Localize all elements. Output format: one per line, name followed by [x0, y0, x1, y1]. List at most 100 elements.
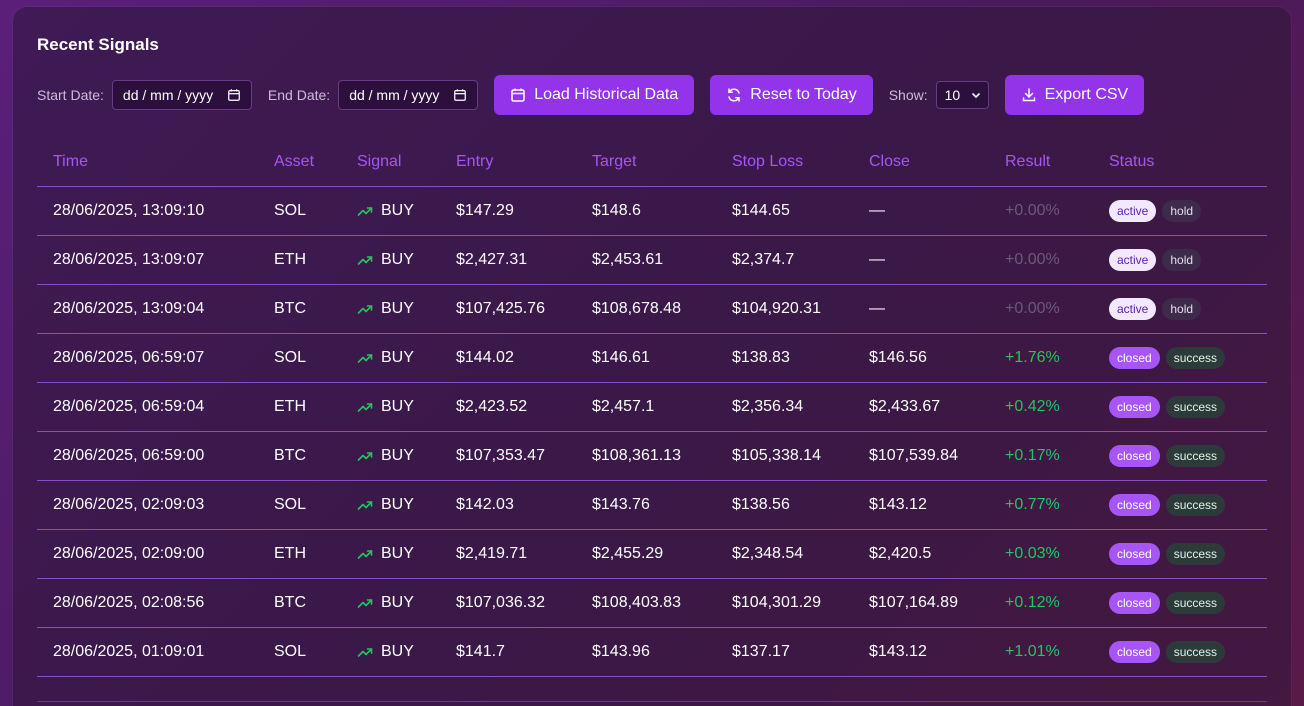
cell-result: +0.00% [989, 186, 1093, 236]
status-badge: closed [1109, 445, 1160, 467]
table-row[interactable]: 28/06/2025, 02:09:00 ETH BUY $2,419.71 $2,45… [37, 529, 1267, 579]
table-row[interactable]: 28/06/2025, 02:08:56 BTC BUY $107,036.32 $10… [37, 578, 1267, 628]
trending-up-icon [357, 354, 373, 363]
status-badge: closed [1109, 396, 1160, 418]
cell-entry: $107,353.47 [440, 431, 576, 481]
cell-status: active hold [1093, 186, 1267, 236]
calendar-icon[interactable] [453, 88, 467, 102]
end-date-value: dd / mm / yyyy [349, 87, 440, 103]
cell-stop-loss: $104,301.29 [716, 578, 853, 628]
signal-label: BUY [381, 545, 414, 562]
status-badge: active [1109, 249, 1157, 271]
outcome-badge: success [1165, 592, 1226, 614]
filter-toolbar: Start Date: dd / mm / yyyy End Date: dd … [37, 75, 1160, 115]
cell-entry: $2,419.71 [440, 529, 576, 579]
cell-status: active hold [1093, 235, 1267, 285]
cell-close: $143.12 [853, 480, 989, 530]
cell-result: +0.42% [989, 382, 1093, 432]
trending-up-icon [357, 648, 373, 657]
table-row[interactable]: 28/06/2025, 02:09:03 SOL BUY $142.03 $143.76… [37, 480, 1267, 530]
cell-result: +0.12% [989, 578, 1093, 628]
cell-close: $143.12 [853, 627, 989, 677]
rows-per-page-value: 10 [944, 87, 961, 103]
reset-today-button[interactable]: Reset to Today [710, 75, 873, 115]
cell-stop-loss: $144.65 [716, 186, 853, 236]
spacer-cell [37, 676, 1267, 702]
table-row[interactable]: 28/06/2025, 06:59:00 BTC BUY $107,353.47 $10… [37, 431, 1267, 481]
cell-target: $148.6 [576, 186, 716, 236]
cell-asset: ETH [258, 529, 341, 579]
cell-target: $108,361.13 [576, 431, 716, 481]
cell-status: closed success [1093, 480, 1267, 530]
outcome-badge: success [1165, 445, 1226, 467]
start-date-label: Start Date: [37, 87, 104, 103]
trending-up-icon [357, 207, 373, 216]
status-badge: active [1109, 298, 1157, 320]
cell-time: 28/06/2025, 13:09:10 [37, 186, 258, 236]
cell-entry: $142.03 [440, 480, 576, 530]
cell-signal: BUY [341, 431, 440, 481]
cell-entry: $2,423.52 [440, 382, 576, 432]
cell-status: closed success [1093, 333, 1267, 383]
table-row[interactable]: 28/06/2025, 01:09:01 SOL BUY $141.7 $143.96 $… [37, 627, 1267, 677]
cell-asset: SOL [258, 627, 341, 677]
cell-close: — [853, 186, 989, 236]
calendar-icon[interactable] [227, 88, 241, 102]
table-row[interactable]: 28/06/2025, 06:59:04 ETH BUY $2,423.52 $2,45… [37, 382, 1267, 432]
cell-target: $146.61 [576, 333, 716, 383]
trending-up-icon [357, 501, 373, 510]
status-badge: closed [1109, 641, 1160, 663]
signal-label: BUY [381, 349, 414, 366]
col-header-close[interactable]: Close [853, 138, 989, 187]
cell-result: +0.00% [989, 235, 1093, 285]
cell-signal: BUY [341, 235, 440, 285]
cell-close: $107,164.89 [853, 578, 989, 628]
start-date-input[interactable]: dd / mm / yyyy [111, 80, 252, 110]
cell-time: 28/06/2025, 06:59:07 [37, 333, 258, 383]
cell-close: $2,420.5 [853, 529, 989, 579]
col-header-status[interactable]: Status [1093, 138, 1267, 187]
table-row[interactable]: 28/06/2025, 13:09:04 BTC BUY $107,425.76 $10… [37, 284, 1267, 334]
cell-signal: BUY [341, 480, 440, 530]
cell-entry: $147.29 [440, 186, 576, 236]
signals-table: Time Asset Signal Entry Target Stop Loss… [37, 138, 1267, 702]
table-row[interactable]: 28/06/2025, 06:59:07 SOL BUY $144.02 $146.61… [37, 333, 1267, 383]
cell-asset: BTC [258, 431, 341, 481]
cell-stop-loss: $105,338.14 [716, 431, 853, 481]
cell-target: $2,455.29 [576, 529, 716, 579]
reset-today-label: Reset to Today [750, 86, 857, 103]
col-header-signal[interactable]: Signal [341, 138, 440, 187]
table-footer-spacer [37, 676, 1267, 702]
cell-stop-loss: $138.56 [716, 480, 853, 530]
cell-asset: ETH [258, 382, 341, 432]
trending-up-icon [357, 403, 373, 412]
outcome-badge: success [1165, 641, 1226, 663]
outcome-badge: hold [1162, 249, 1202, 271]
download-icon [1022, 88, 1035, 102]
signal-label: BUY [381, 643, 414, 660]
table-row[interactable]: 28/06/2025, 13:09:10 SOL BUY $147.29 $148.6 $… [37, 186, 1267, 236]
cell-signal: BUY [341, 186, 440, 236]
cell-result: +0.17% [989, 431, 1093, 481]
end-date-input[interactable]: dd / mm / yyyy [338, 80, 479, 110]
cell-close: — [853, 235, 989, 285]
cell-signal: BUY [341, 529, 440, 579]
cell-time: 28/06/2025, 06:59:00 [37, 431, 258, 481]
col-header-asset[interactable]: Asset [258, 138, 341, 187]
signal-label: BUY [381, 594, 414, 611]
col-header-stop-loss[interactable]: Stop Loss [716, 138, 853, 187]
export-csv-button[interactable]: Export CSV [1004, 75, 1145, 115]
signal-label: BUY [381, 496, 414, 513]
col-header-result[interactable]: Result [989, 138, 1093, 187]
rows-per-page-select[interactable]: 10 [935, 81, 989, 109]
col-header-time[interactable]: Time [37, 138, 258, 187]
trending-up-icon [357, 452, 373, 461]
load-historical-button[interactable]: Load Historical Data [494, 75, 695, 115]
status-badge: closed [1109, 347, 1160, 369]
col-header-entry[interactable]: Entry [440, 138, 576, 187]
status-badge: closed [1109, 592, 1160, 614]
table-row[interactable]: 28/06/2025, 13:09:07 ETH BUY $2,427.31 $2,45… [37, 235, 1267, 285]
cell-entry: $144.02 [440, 333, 576, 383]
cell-asset: SOL [258, 333, 341, 383]
col-header-target[interactable]: Target [576, 138, 716, 187]
